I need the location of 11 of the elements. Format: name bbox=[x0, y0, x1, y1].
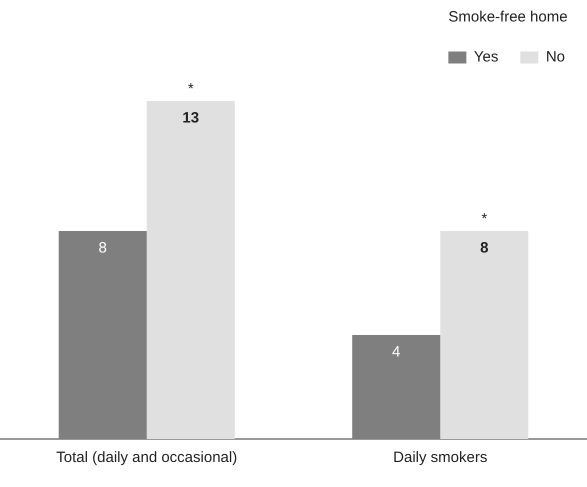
x-tick-label: Total (daily and occasional) bbox=[56, 449, 238, 466]
data-label: 4 bbox=[392, 344, 400, 361]
legend-label: Yes bbox=[474, 48, 498, 66]
data-label: 8 bbox=[98, 240, 107, 257]
legend-title: Smoke-free home bbox=[448, 8, 568, 26]
data-label: 13 bbox=[182, 110, 200, 127]
legend-label: No bbox=[546, 48, 566, 66]
x-tick-label: Daily smokers bbox=[393, 449, 488, 466]
annotation: * bbox=[188, 80, 194, 98]
data-label: 8 bbox=[480, 240, 488, 257]
annotation: * bbox=[481, 210, 488, 228]
